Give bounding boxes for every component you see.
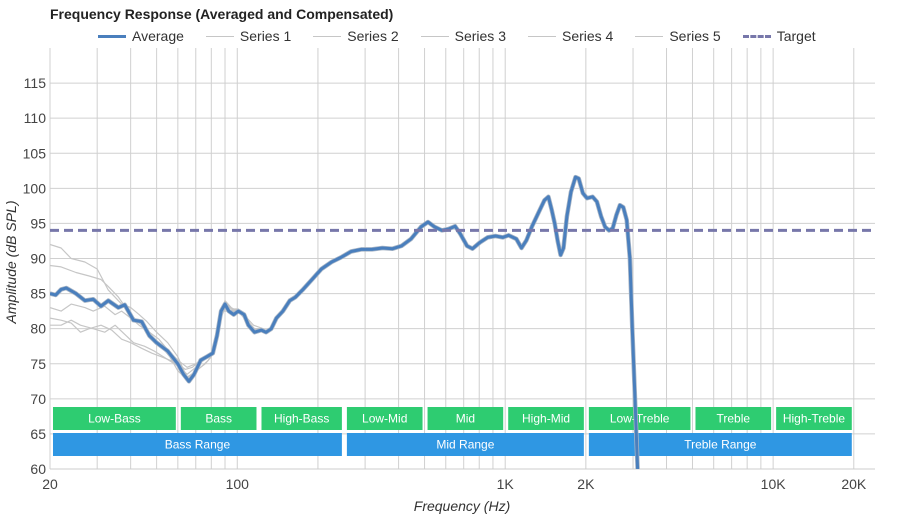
legend-swatch (527, 35, 556, 37)
legend-item-series-4: Series 4 (527, 28, 614, 44)
y-tick-label: 80 (30, 321, 46, 337)
sub-band (261, 407, 342, 430)
x-tick-label: 2K (577, 476, 595, 492)
x-axis-ticks: 20 100 1K 2K 10K 20K (42, 476, 867, 492)
y-tick-label: 75 (30, 356, 46, 372)
x-tick-label: 20K (841, 476, 867, 492)
range-band-label: Bass Range (165, 438, 231, 452)
x-tick-label: 100 (226, 476, 250, 492)
y-tick-label: 110 (24, 110, 47, 126)
sub-band-label: High-Bass (274, 412, 329, 426)
y-tick-label: 115 (24, 75, 47, 91)
sub-band-label: High-Treble (783, 412, 846, 426)
sub-band-label: Treble (717, 412, 751, 426)
y-tick-label: 70 (30, 391, 46, 407)
chart-title: Frequency Response (Averaged and Compens… (50, 6, 394, 22)
sub-band (588, 407, 691, 430)
y-tick-label: 95 (30, 215, 46, 231)
sub-band (346, 407, 423, 430)
sub-band (508, 407, 584, 430)
sub-band (695, 407, 772, 430)
y-tick-label: 90 (30, 251, 46, 267)
grid-lines (49, 48, 875, 470)
legend-item-series-5: Series 5 (635, 28, 721, 44)
legend-label: Series 3 (454, 28, 506, 44)
sub-band-label: High-Mid (522, 412, 570, 426)
legend-label: Series 4 (561, 28, 614, 44)
x-tick-label: 20 (42, 476, 58, 492)
x-tick-label: 1K (497, 476, 515, 492)
series-line-average (50, 175, 640, 469)
legend-swatch (742, 34, 771, 38)
legend-label: Series 2 (347, 28, 399, 44)
sub-band-label: Mid (456, 412, 475, 426)
y-tick-label: 85 (30, 286, 46, 302)
x-tick-label: 10K (761, 476, 787, 492)
y-tick-label: 105 (23, 145, 47, 161)
legend-label: Average (132, 28, 184, 44)
range-band-label: Mid Range (436, 438, 494, 452)
legend-item-average: Average (98, 28, 184, 44)
legend-item-series-1: Series 1 (205, 28, 292, 44)
sub-band (427, 407, 504, 430)
sub-band (180, 407, 257, 430)
legend: Average Series 1 Series 2 Series 3 Series 4 S… (98, 26, 838, 46)
legend-swatch (98, 34, 126, 38)
y-tick-label: 100 (23, 180, 47, 196)
y-tick-label: 60 (30, 461, 46, 477)
series-lines (50, 174, 640, 469)
y-axis-ticks: 60 65 70 75 80 85 90 95 100 105 110 115 (23, 75, 47, 477)
legend-item-series-2: Series 2 (313, 28, 399, 44)
series-line-series-1 (50, 243, 264, 379)
y-tick-label: 65 (30, 426, 46, 442)
legend-swatch (205, 35, 234, 37)
y-axis-title: Amplitude (dB SPL) (3, 201, 19, 325)
range-band (346, 433, 584, 456)
legend-label: Series 1 (239, 28, 292, 44)
range-band (53, 433, 342, 456)
x-axis-title: Frequency (Hz) (414, 498, 510, 514)
legend-swatch (420, 35, 449, 37)
legend-label: Target (776, 28, 816, 44)
range-band-label: Treble Range (684, 438, 757, 452)
legend-item-target: Target (742, 28, 816, 44)
sub-band-label: Low-Bass (88, 412, 141, 426)
legend-swatch (635, 35, 664, 37)
series-line-series-2 (50, 264, 264, 379)
sub-band (53, 407, 176, 430)
sub-band-label: Bass (205, 412, 232, 426)
frequency-bands: Low-Bass Bass High-Bass Low-Mid Mid High-Mid L… (53, 407, 852, 456)
legend-label: Series 5 (669, 28, 721, 44)
sub-band-label: Low-Treble (610, 412, 670, 426)
range-band (588, 433, 852, 456)
legend-item-series-3: Series 3 (420, 28, 506, 44)
legend-swatch (313, 35, 342, 37)
sub-band (776, 407, 852, 430)
sub-band-label: Low-Mid (362, 412, 407, 426)
